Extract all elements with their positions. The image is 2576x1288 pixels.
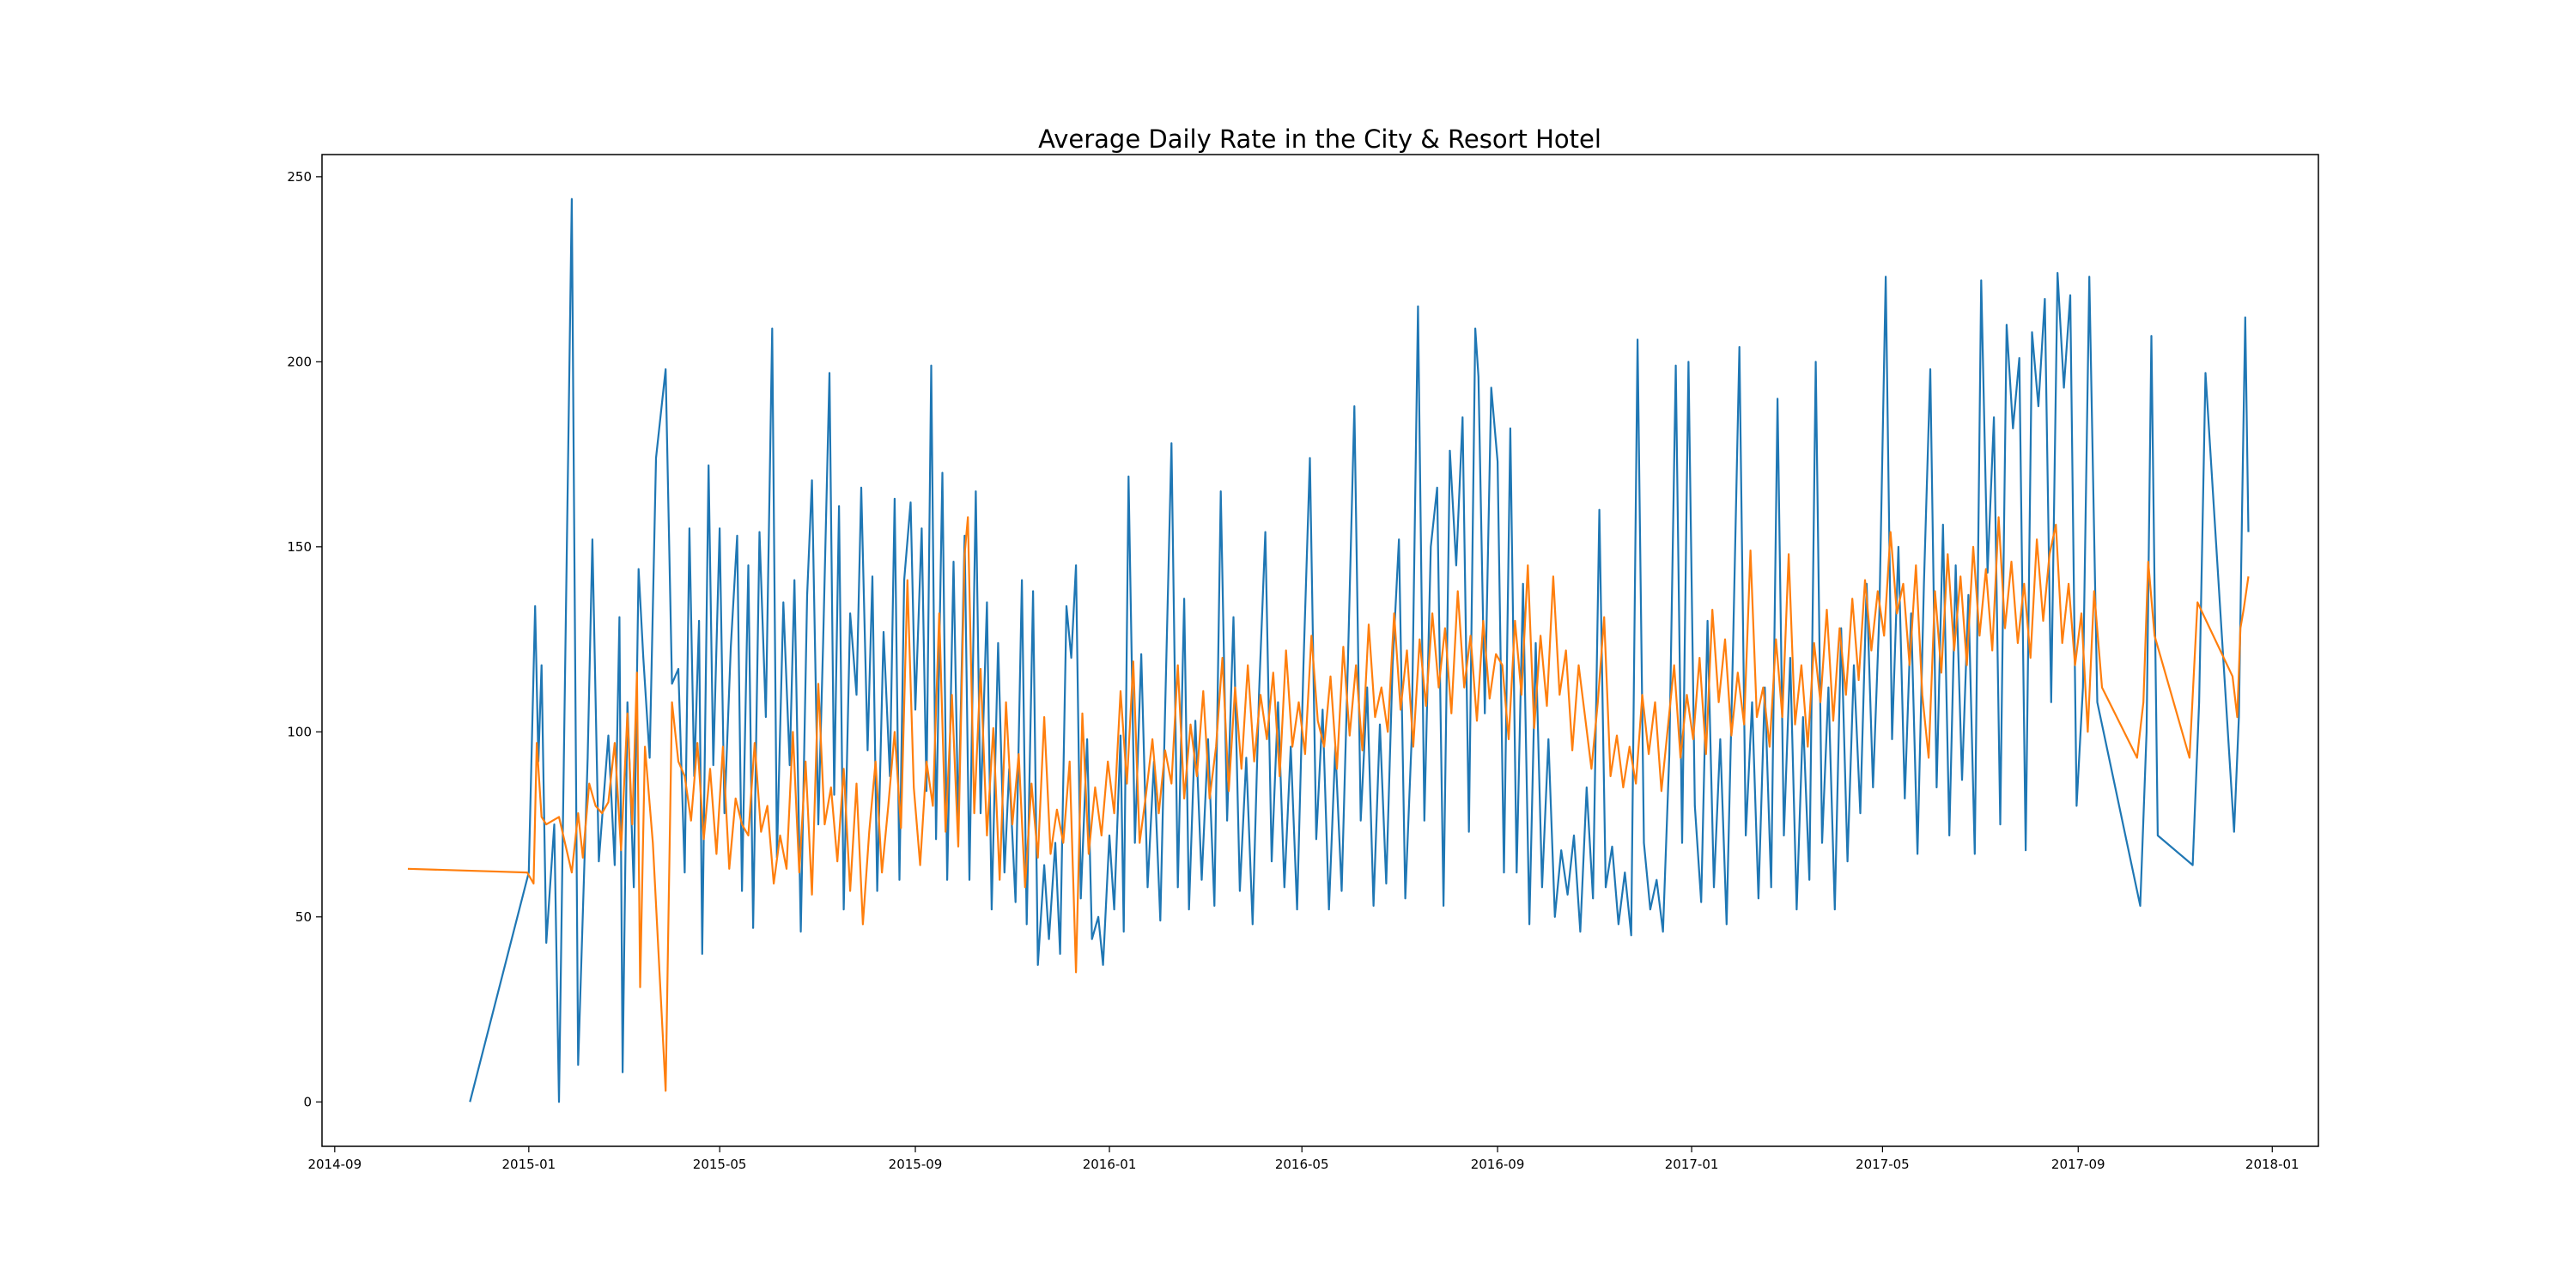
x-tick-label: 2018-01 bbox=[2245, 1157, 2300, 1172]
y-tick-label: 150 bbox=[287, 539, 312, 555]
chart-title: Average Daily Rate in the City & Resort … bbox=[1038, 125, 1601, 154]
x-tick-label: 2017-01 bbox=[1665, 1157, 1719, 1172]
x-tick-label: 2015-05 bbox=[693, 1157, 747, 1172]
axes-frame bbox=[321, 154, 2319, 1147]
y-tick-label: 250 bbox=[287, 169, 312, 185]
y-tick-label: 100 bbox=[287, 724, 312, 739]
x-axis: 2014-09 2015-01 2015-05 2015-09 2016-01 2016-… bbox=[307, 1146, 2300, 1172]
x-tick-label: 2017-05 bbox=[1856, 1157, 1910, 1172]
x-tick-label: 2015-09 bbox=[889, 1157, 943, 1172]
x-tick-label: 2015-01 bbox=[501, 1157, 556, 1172]
x-tick-label: 2014-09 bbox=[307, 1157, 361, 1172]
y-tick-label: 50 bbox=[295, 909, 312, 925]
y-tick-label: 0 bbox=[303, 1094, 312, 1109]
x-tick-label: 2016-09 bbox=[1471, 1157, 1525, 1172]
x-tick-label: 2016-05 bbox=[1275, 1157, 1329, 1172]
y-axis: 0 50 100 150 200 250 bbox=[287, 169, 322, 1109]
plot-area bbox=[407, 197, 2250, 1103]
series-line-1 bbox=[469, 197, 2250, 1103]
series-line-2 bbox=[407, 516, 2250, 1092]
y-tick-label: 200 bbox=[287, 354, 312, 369]
x-tick-label: 2016-01 bbox=[1083, 1157, 1137, 1172]
x-tick-label: 2017-09 bbox=[2051, 1157, 2105, 1172]
